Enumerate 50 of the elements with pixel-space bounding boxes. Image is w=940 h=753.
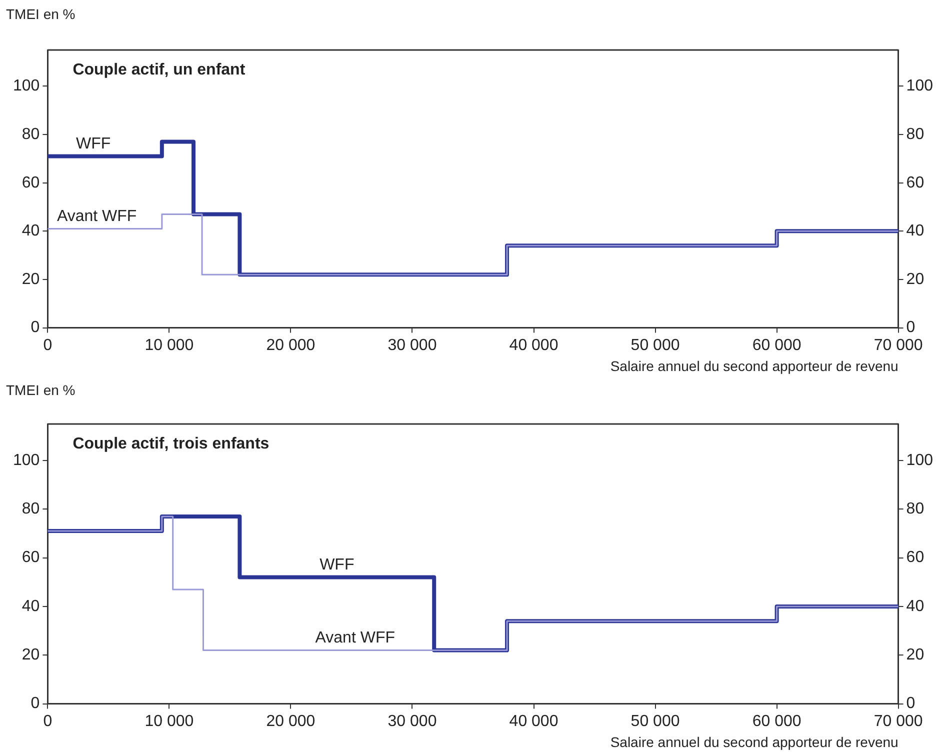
- x-tick-label: 10 000: [144, 712, 194, 730]
- x-tick-label: 20 000: [266, 712, 316, 730]
- x-tick-label: 20 000: [266, 336, 316, 354]
- y-tick-label: 20: [22, 270, 40, 288]
- y2-tick-label: 80: [906, 500, 924, 518]
- x-tick-label: 50 000: [630, 336, 680, 354]
- x-tick-label: 60 000: [752, 336, 802, 354]
- y-tick-label: 80: [22, 500, 40, 518]
- y2-tick-label: 0: [906, 319, 916, 336]
- x-tick-label: 40 000: [509, 712, 558, 730]
- text: Couple actif, un enfant: [72, 61, 246, 78]
- x-tick-label: 10 000: [144, 336, 194, 354]
- y-tick-label: 0: [30, 695, 40, 712]
- x-tick-label: 0: [43, 712, 52, 730]
- series-label: WFF: [320, 556, 354, 574]
- y-tick-label: 100: [12, 452, 40, 469]
- series-label: Avant WFF: [56, 208, 137, 226]
- x-axis-title: Salaire annuel du second apporteur de revenu: [610, 734, 898, 750]
- y-tick-label: 0: [30, 319, 40, 336]
- y-tick-label: 20: [22, 646, 40, 664]
- y2-tick-label: 0: [906, 695, 916, 712]
- y2-tick-label: 60: [906, 174, 924, 192]
- y2-tick-label: 100: [906, 78, 934, 95]
- x-tick-label: 70 000: [874, 712, 923, 730]
- y-tick-label: 40: [22, 222, 40, 240]
- y-axis-title: TMEI en %: [6, 382, 76, 398]
- x-tick-label: 40 000: [509, 336, 558, 354]
- y-axis-title: TMEI en %: [6, 6, 76, 22]
- y-tick-label: 40: [22, 598, 40, 615]
- y2-tick-label: 40: [906, 222, 924, 240]
- x-tick-label: 60 000: [752, 712, 802, 730]
- y-tick-label: 100: [12, 78, 40, 95]
- x-tick-label: 30 000: [388, 712, 437, 730]
- x-tick-label: 50 000: [630, 712, 680, 730]
- y-tick-label: 80: [22, 126, 40, 143]
- y-tick-label: 60: [22, 549, 40, 566]
- x-tick-label: 70 000: [874, 336, 923, 354]
- x-axis-title: Salaire annuel du second apporteur de revenu: [610, 358, 898, 374]
- y2-tick-label: 40: [906, 598, 924, 615]
- y2-tick-label: 60: [906, 549, 924, 566]
- y2-tick-label: 20: [906, 270, 924, 288]
- y2-tick-label: 20: [906, 646, 924, 664]
- series-label: Avant WFF: [315, 630, 396, 647]
- text: Couple actif, trois enfants: [72, 435, 270, 452]
- series-label: WFF: [76, 136, 111, 153]
- y-tick-label: 60: [22, 174, 40, 192]
- y2-tick-label: 100: [906, 452, 934, 469]
- y2-tick-label: 80: [906, 126, 924, 143]
- x-tick-label: 0: [43, 336, 52, 354]
- x-tick-label: 30 000: [388, 336, 437, 354]
